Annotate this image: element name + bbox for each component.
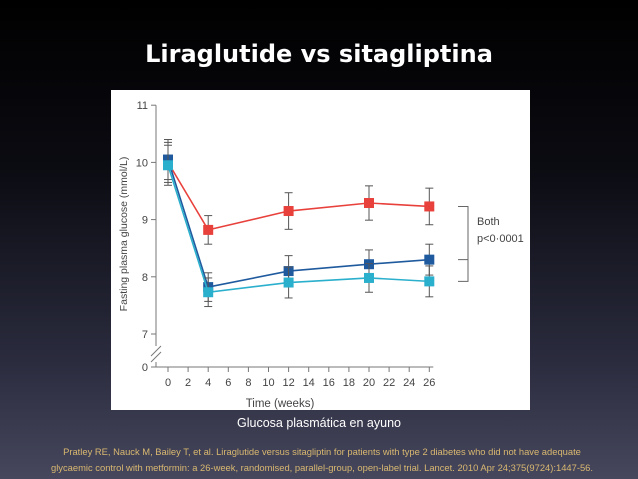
citation-reference: Pratley RE, Nauck M, Bailey T, et al. Li… [36,444,608,476]
y-tick-label: 0 [142,362,148,374]
x-tick-label: 26 [423,377,435,389]
y-axis-label: Fasting plasma glucose (mmol/L) [118,157,130,312]
x-tick-label: 12 [282,377,294,389]
y-tick-label: 7 [142,329,148,341]
y-tick-label: 9 [142,215,148,227]
series-line [167,161,430,231]
x-tick-label: 10 [262,377,274,389]
chart-panel: 7 8 9 10 11 0 0 2 4 6 8 10 12 14 16 18 20 22 24 26 Fasting… [111,90,530,410]
x-tick-label: 2 [185,377,191,389]
slide-title: Liraglutide vs sitagliptina [145,40,493,68]
data-point [203,224,214,235]
annotation-p-value: p<0·0001 [477,233,524,245]
chart-caption: Glucosa plasmática en ayuno [237,416,401,430]
data-point [283,277,294,288]
y-axis-break-mark-upper [150,345,162,357]
series-1 [163,141,435,245]
data-point [364,198,374,209]
x-tick-label: 24 [403,377,415,389]
data-point [364,272,374,283]
y-axis-break-mark-lower [150,351,162,363]
citation-line-2: glycaemic control with metformin: a 26-w… [51,462,593,473]
y-tick-label: 8 [142,272,148,284]
x-axis-label: Time (weeks) [246,398,315,410]
x-tick-label: 20 [363,377,375,389]
series-line [167,159,430,289]
bracket-line [458,205,469,282]
data-point [203,287,214,298]
x-tick-label: 4 [205,377,211,389]
series-3 [163,144,435,308]
x-tick-label: 16 [323,377,335,389]
data-point [163,160,173,171]
x-tick-label: 0 [165,377,171,389]
y-tick-label: 11 [137,100,148,112]
data-point [283,206,294,217]
x-tick-label: 14 [303,377,315,389]
y-axis: 7 8 9 10 11 0 [136,100,162,374]
y-tick-label: 10 [136,157,148,169]
annotation-both: Both [477,216,500,228]
x-tick-label: 18 [343,377,355,389]
citation-line-1: Pratley RE, Nauck M, Bailey T, et al. Li… [63,446,581,457]
data-point [424,254,435,265]
significance-bracket: Both p<0·0001 [458,205,524,282]
data-point [424,201,435,212]
x-tick-label: 6 [225,377,231,389]
x-axis: 0 2 4 6 8 10 12 14 16 18 20 22 24 26 [156,366,435,389]
x-tick-label: 22 [383,377,395,389]
series-layer [163,139,435,308]
x-tick-label: 8 [245,377,251,389]
data-point [424,276,435,287]
